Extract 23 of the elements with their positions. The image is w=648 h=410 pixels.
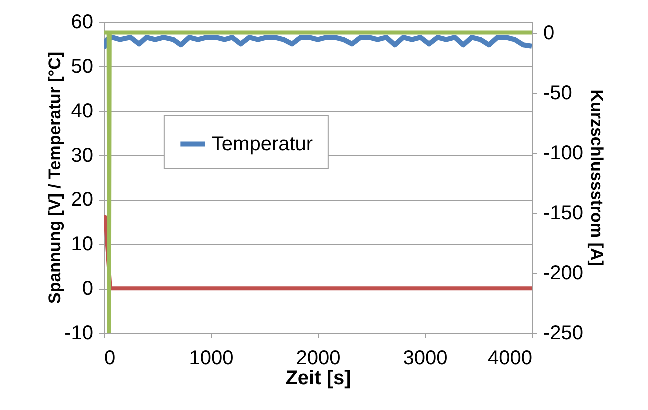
y-tick-label: -10 [64,322,94,344]
y2-tick-label: -150 [544,202,584,224]
x-tick-label: 1000 [189,348,234,370]
x-tick-label: 2000 [296,348,341,370]
y2-tick-label: -200 [544,262,584,284]
y2-tick-label: -250 [544,322,584,344]
x-tick-label: 4000 [488,348,532,370]
y2-tick-label: -100 [544,142,584,164]
legend-label: Temperatur [212,133,314,156]
x-tick-label: 0 [104,348,116,370]
y-axis-title: Spannung [V] / Temperatur [°C] [46,52,65,304]
y-tick-label: 20 [71,189,94,212]
x-axis-title: Zeit [s] [286,368,352,390]
y2-axis-title: Kurzschlussstrom [A] [588,90,607,266]
y-tick-label: 30 [71,144,94,167]
y-tick-label: 60 [71,12,94,34]
y-tick-label: 10 [71,234,94,256]
y-tick-label: 40 [71,100,94,122]
x-tick-label: 3000 [403,348,448,370]
y2-tick-label: 0 [544,22,555,44]
y-tick-label: 0 [82,278,94,300]
y-tick-label: 50 [71,56,94,78]
y2-tick-label: -50 [544,82,572,104]
